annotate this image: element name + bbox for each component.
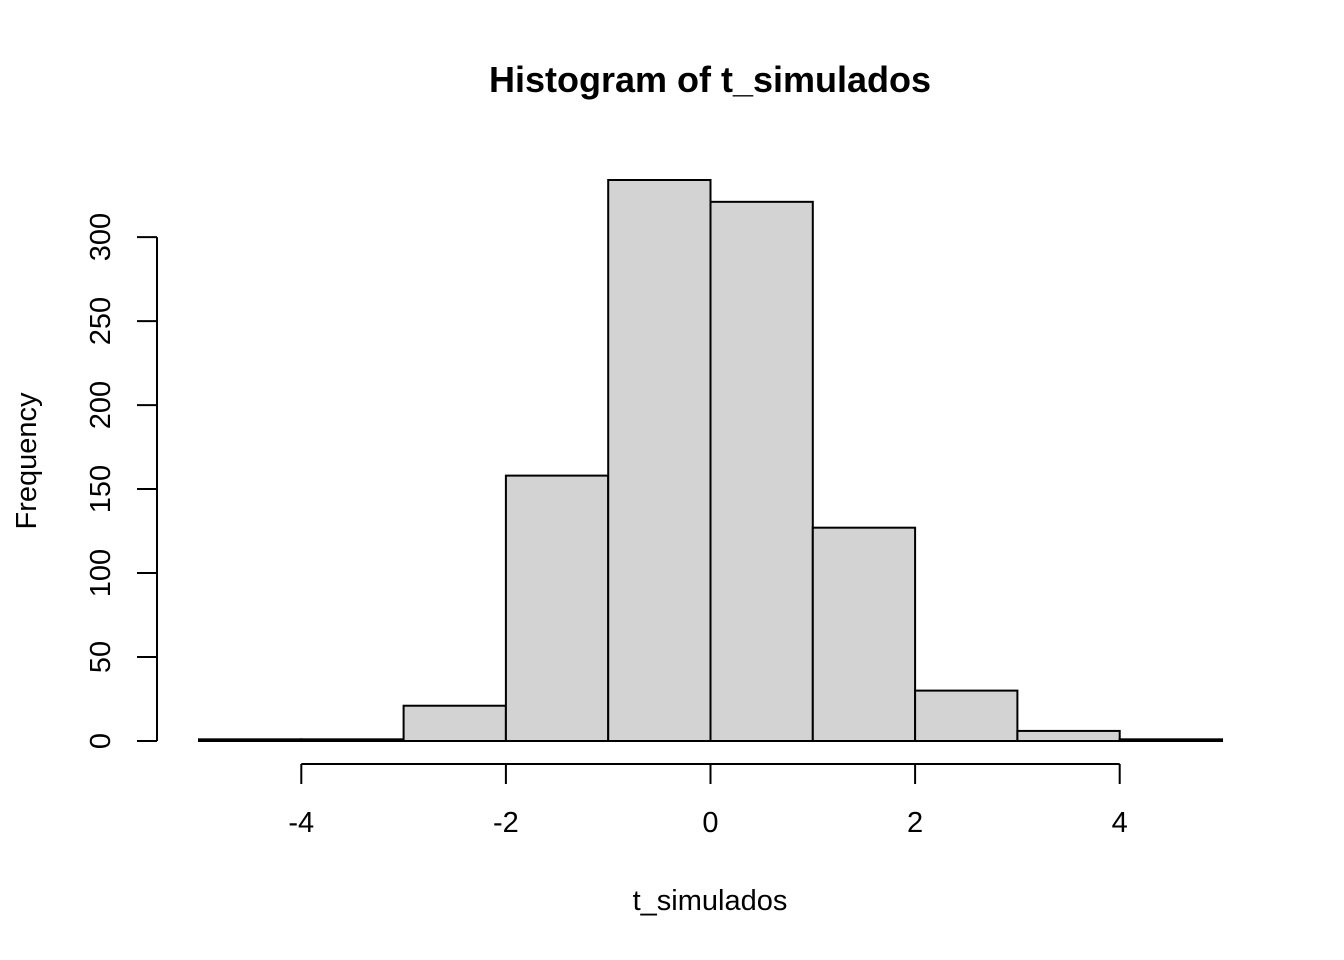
x-tick-label: 0 [702, 807, 718, 839]
histogram-bar [914, 689, 1019, 742]
x-axis-label: t_simulados [633, 885, 788, 917]
y-tick-label: 250 [85, 297, 117, 345]
y-axis-label: Frequency [11, 392, 43, 530]
x-tick-label: -2 [493, 807, 519, 839]
x-tick-label: 2 [907, 807, 923, 839]
histogram-bar [607, 179, 712, 742]
x-tick-label: 4 [1112, 807, 1128, 839]
y-tick-label: 50 [85, 641, 117, 673]
histogram-bar [1016, 729, 1121, 743]
histogram-bar [402, 704, 507, 742]
chart-title: Histogram of t_simulados [489, 59, 931, 100]
bars-group [198, 179, 1223, 743]
histogram-bar [709, 200, 814, 742]
histogram-bar [811, 526, 917, 742]
histogram-bar [1118, 738, 1223, 743]
histogram-bar [504, 474, 610, 742]
y-tick-label: 0 [85, 733, 117, 749]
x-axis: -4 -2 0 2 4 [288, 763, 1128, 839]
y-tick-label: 200 [85, 381, 117, 429]
histogram-bar [198, 738, 303, 743]
x-tick-label: -4 [288, 807, 314, 839]
y-tick-label: 300 [85, 213, 117, 261]
y-axis: 0 50 100 150 200 250 300 [85, 213, 158, 749]
y-tick-label: 100 [85, 549, 117, 597]
y-tick-label: 150 [85, 465, 117, 513]
histogram-bar [300, 738, 405, 743]
